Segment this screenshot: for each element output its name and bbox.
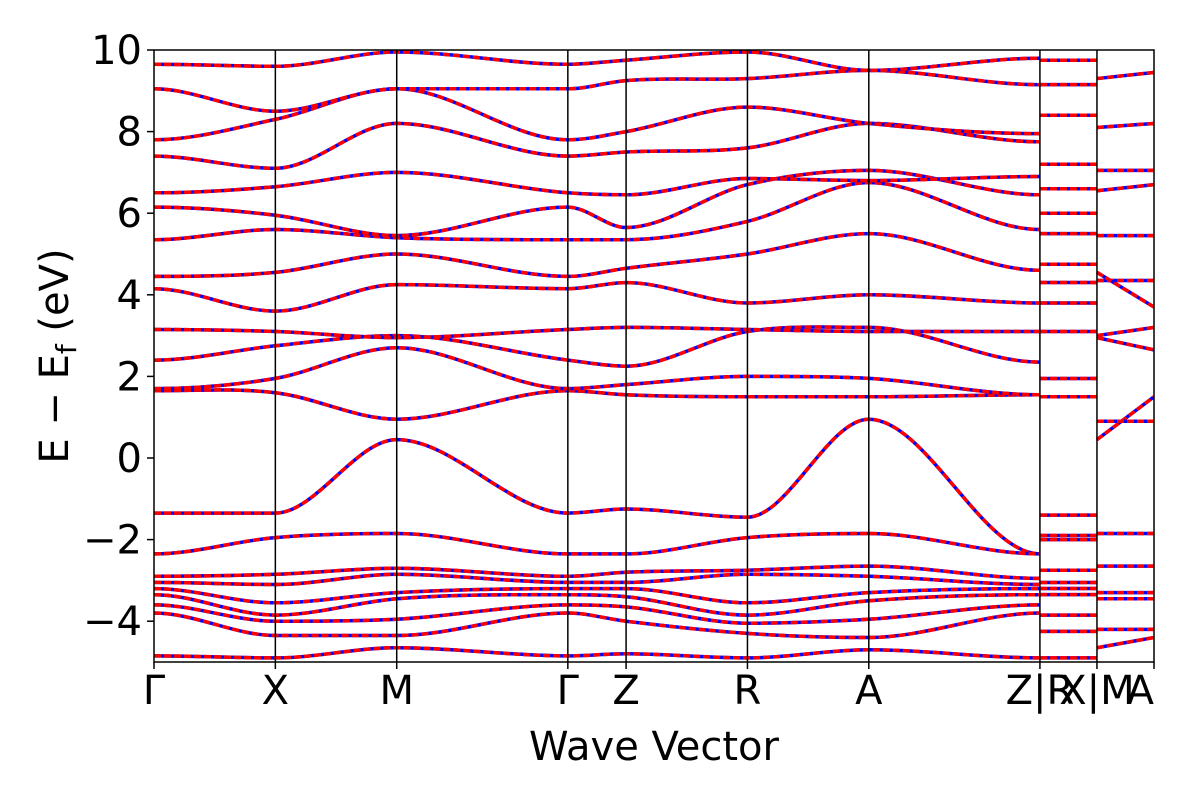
y-axis-title-unit: (eV): [32, 248, 78, 344]
x-tick-label: A: [1127, 668, 1155, 714]
x-tick-label: A: [855, 668, 883, 714]
band-line-primary: [154, 170, 1040, 197]
y-tick-label: 4: [117, 273, 142, 319]
band-line-overlay: [154, 531, 1040, 556]
band-line-overlay: [154, 586, 1040, 605]
band-line-primary: [154, 68, 1040, 113]
band-lines: [154, 50, 1154, 660]
x-tick-label: X|M: [1059, 668, 1134, 714]
x-tick-label: Z|R: [1006, 668, 1075, 714]
band-line-primary: [1096, 70, 1154, 81]
band-line-overlay: [154, 87, 1040, 142]
x-tick-label: Γ: [143, 668, 166, 714]
band-line-primary: [1096, 325, 1154, 338]
band-line-overlay: [154, 121, 1040, 171]
band-line-overlay: [154, 417, 1040, 556]
band-line-overlay: [154, 388, 1040, 421]
y-axis-ticks: −4 −2 0 2 4 6 8 10: [83, 28, 154, 645]
y-tick-label: 8: [117, 110, 142, 156]
band-line-primary: [1096, 635, 1154, 650]
band-line-overlay: [154, 346, 1040, 397]
x-tick-label: M: [379, 668, 414, 714]
band-line-primary: [1096, 121, 1154, 130]
x-axis-ticks: Γ X M Γ Z R A Z|RX|MA: [143, 662, 1155, 714]
band-line-overlay: [154, 603, 1040, 625]
high-symmetry-lines: [274, 50, 1098, 662]
y-tick-label: 2: [117, 354, 142, 400]
band-line-primary: [154, 87, 1040, 142]
y-tick-label: 10: [91, 28, 142, 74]
x-axis-title: Wave Vector: [529, 724, 780, 770]
y-tick-label: −2: [83, 518, 142, 564]
band-line-primary: [154, 121, 1040, 171]
y-axis-title: E − Ef (eV): [32, 248, 83, 463]
band-line-primary: [1096, 182, 1154, 193]
band-line-overlay: [1096, 270, 1154, 309]
band-line-primary: [1096, 335, 1154, 352]
band-line-overlay: [154, 180, 1040, 242]
band-line-overlay: [1095, 395, 1154, 442]
band-line-overlay: [154, 645, 1040, 660]
band-line-overlay: [154, 50, 1040, 73]
y-tick-label: 0: [117, 436, 142, 482]
x-tick-label: Z: [612, 668, 639, 714]
x-tick-label: R: [734, 668, 762, 714]
band-line-overlay: [154, 325, 1040, 340]
band-line-overlay: [154, 68, 1040, 113]
plot-frame: [153, 49, 1155, 663]
y-axis-title-main: E − E: [32, 354, 78, 464]
band-line-primary: [154, 417, 1040, 556]
y-tick-label: 6: [117, 191, 142, 237]
x-tick-label: Γ: [557, 668, 580, 714]
y-axis-title-subscript: f: [50, 343, 83, 354]
x-tick-label: X: [262, 668, 289, 714]
y-tick-label: −4: [83, 599, 142, 645]
band-line-overlay: [154, 170, 1040, 197]
